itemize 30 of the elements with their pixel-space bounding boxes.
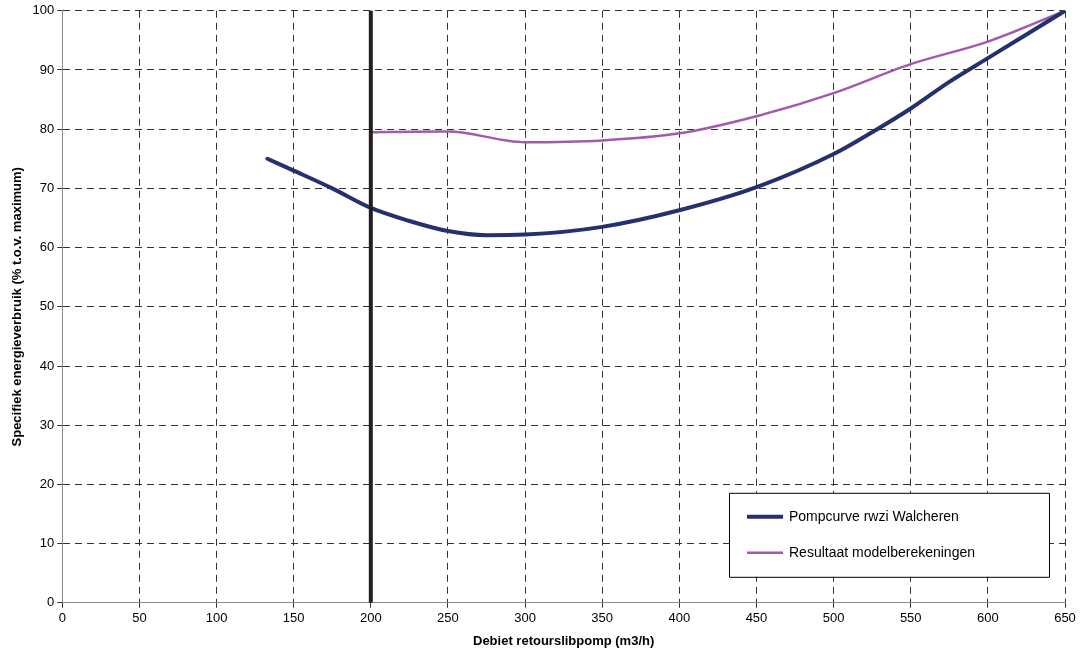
x-tick-label: 650 [1054, 610, 1076, 626]
legend-label: Pompcurve rwzi Walcheren [789, 507, 959, 524]
x-tick-label: 400 [668, 610, 691, 626]
x-tick-label: 550 [899, 610, 922, 626]
y-tick-label: 90 [39, 61, 55, 77]
y-tick-label: 10 [39, 535, 55, 551]
y-tick-label: 60 [39, 239, 55, 255]
x-tick-label: 150 [282, 610, 305, 626]
x-tick-label: 350 [591, 610, 614, 626]
y-tick-label: 50 [39, 298, 55, 314]
x-tick-label: 600 [977, 610, 999, 626]
x-tick-label: 200 [359, 610, 382, 626]
x-tick-label: 0 [58, 610, 66, 626]
y-tick-label: 100 [32, 2, 55, 18]
line-series [265, 10, 1065, 238]
y-axis-title: Specifiek energieverbruik (% t.o.v. maximum) [9, 167, 25, 447]
x-tick-label: 250 [437, 610, 459, 626]
y-tick-label: 40 [39, 357, 55, 373]
y-tick-label: 80 [39, 120, 55, 136]
legend-label: Resultaat modelberekeningen [789, 543, 976, 560]
y-tick-label: 30 [39, 416, 55, 432]
y-tick-label: 0 [47, 594, 55, 610]
x-tick-label: 500 [822, 610, 845, 626]
x-tick-label: 450 [745, 610, 768, 626]
x-axis-title: Debiet retourslibpomp (m3/h) [473, 632, 655, 648]
x-tick-label: 300 [514, 610, 536, 626]
y-tick-label: 20 [39, 475, 55, 491]
y-tick-label: 70 [39, 179, 55, 195]
x-tick-label: 100 [205, 610, 228, 626]
x-tick-label: 50 [132, 610, 147, 626]
